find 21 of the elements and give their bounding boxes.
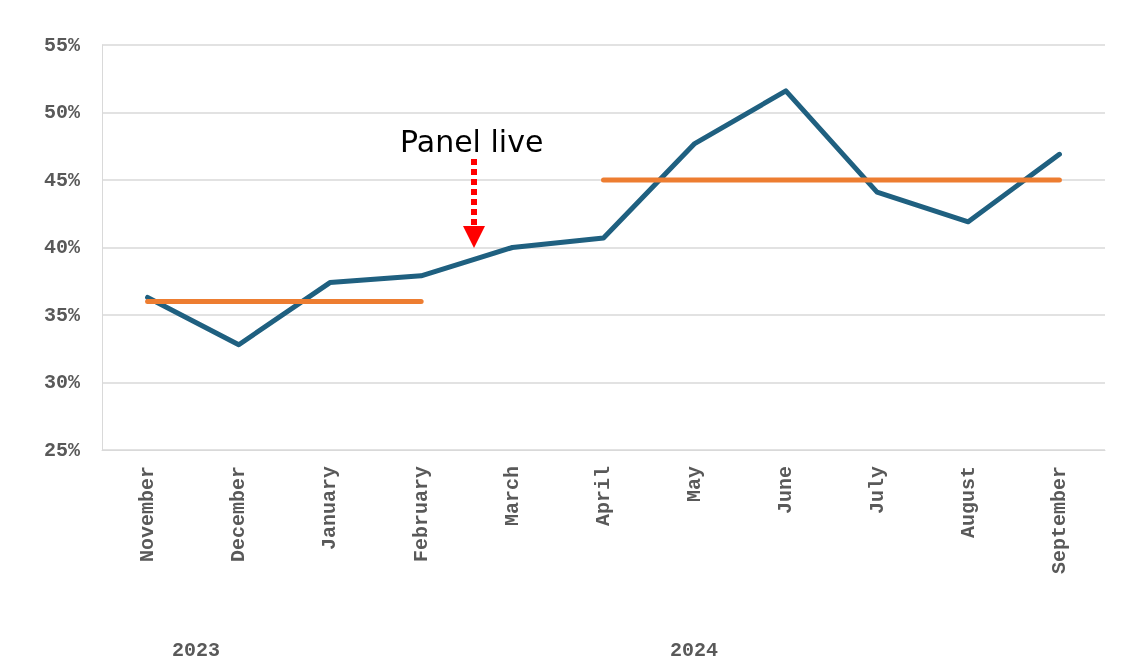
x-tick-label: September: [1047, 466, 1071, 575]
y-tick-label: 35%: [43, 303, 81, 327]
x-tick-label: January: [318, 466, 342, 551]
x-tick-label: November: [136, 466, 160, 563]
y-tick-label: 25%: [43, 438, 81, 462]
x-tick-label: May: [683, 466, 707, 503]
y-tick-label: 55%: [43, 33, 81, 57]
y-tick-label: 30%: [43, 371, 81, 394]
text: 2023: [171, 638, 221, 662]
x-tick-label: April: [592, 466, 615, 527]
y-tick-label: 45%: [43, 168, 81, 192]
x-tick-label: March: [500, 466, 524, 527]
y-tick-label: 50%: [43, 101, 81, 124]
text: 2024: [669, 638, 719, 662]
x-tick-label: December: [227, 466, 251, 563]
x-tick-label: August: [956, 466, 980, 539]
x-tick-label: June: [774, 466, 798, 515]
y-tick-label: 40%: [43, 236, 81, 259]
x-tick-label: July: [865, 466, 889, 515]
annotation: Panel live: [400, 123, 544, 159]
x-tick-label: February: [409, 466, 433, 563]
